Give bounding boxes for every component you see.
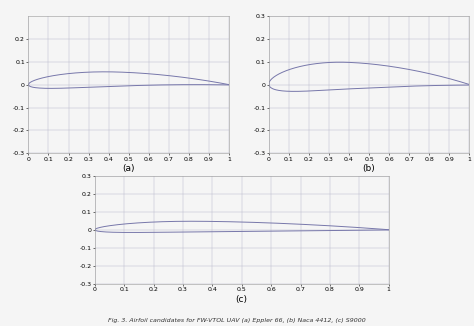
X-axis label: (b): (b) [363, 165, 375, 173]
X-axis label: (a): (a) [122, 165, 135, 173]
X-axis label: (c): (c) [236, 295, 248, 304]
Text: Fig. 3. Airfoil candidates for FW-VTOL UAV (a) Eppler 66, (b) Naca 4412, (c) S90: Fig. 3. Airfoil candidates for FW-VTOL U… [108, 318, 366, 323]
